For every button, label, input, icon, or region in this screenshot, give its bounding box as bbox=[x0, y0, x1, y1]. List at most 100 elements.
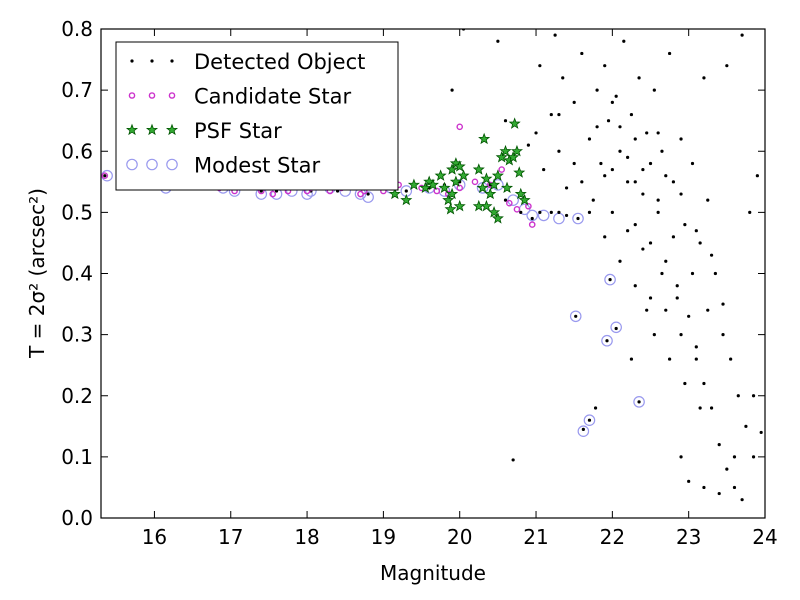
modest-star-point bbox=[604, 273, 616, 286]
modest-star-point bbox=[577, 425, 590, 438]
x-tick-label: 16 bbox=[142, 525, 167, 549]
modest-star-point bbox=[583, 414, 596, 426]
psf-star-point bbox=[518, 193, 531, 206]
detected-object-point bbox=[503, 119, 508, 123]
detected-object-point bbox=[557, 149, 561, 153]
detected-object-point bbox=[538, 64, 542, 68]
psf-star-point bbox=[491, 169, 504, 181]
y-tick-label: 0.6 bbox=[61, 139, 93, 163]
detected-object-point bbox=[530, 216, 534, 221]
detected-object-point bbox=[574, 314, 578, 318]
detected-object-point bbox=[698, 406, 702, 410]
psf-star-point bbox=[495, 151, 508, 163]
detected-object-point bbox=[519, 210, 523, 214]
detected-object-point bbox=[606, 119, 611, 123]
detected-object-point bbox=[603, 64, 607, 68]
psf-star-point bbox=[508, 117, 521, 129]
detected-object-point bbox=[671, 180, 676, 184]
legend-marker-psf-star bbox=[145, 123, 159, 136]
detected-object-point bbox=[610, 210, 614, 214]
x-tick-label: 20 bbox=[447, 525, 472, 549]
detected-object-point bbox=[702, 485, 706, 490]
psf-star-point bbox=[501, 181, 514, 194]
psf-star-point bbox=[510, 144, 523, 157]
psf-star-point bbox=[472, 199, 485, 212]
legend-label-detected-object: Detected Object bbox=[194, 50, 365, 74]
psf-star-point bbox=[488, 178, 501, 190]
detected-object-point bbox=[694, 345, 698, 349]
detected-object-point bbox=[610, 167, 614, 172]
detected-object-point bbox=[581, 427, 585, 431]
detected-object-point bbox=[690, 271, 695, 276]
candidate-star-point bbox=[101, 172, 109, 179]
detected-object-point bbox=[683, 223, 687, 227]
detected-object-point bbox=[564, 186, 569, 190]
detected-object-point bbox=[687, 479, 691, 483]
detected-object-point bbox=[679, 333, 683, 337]
detected-object-point bbox=[626, 229, 630, 233]
detected-object-point bbox=[702, 76, 706, 80]
detected-object-point bbox=[641, 167, 645, 172]
detected-object-point bbox=[694, 357, 698, 361]
detected-object-point bbox=[591, 198, 595, 202]
detected-object-point bbox=[580, 180, 584, 184]
detected-object-point bbox=[660, 271, 664, 276]
detected-object-point bbox=[675, 296, 679, 300]
candidate-star-point bbox=[506, 199, 513, 207]
detected-object-point bbox=[637, 400, 641, 404]
detected-object-point bbox=[721, 302, 725, 306]
detected-object-point bbox=[751, 455, 756, 459]
detected-object-point bbox=[713, 271, 717, 276]
detected-object-point bbox=[656, 210, 660, 214]
detected-object-point bbox=[629, 112, 634, 117]
detected-object-point bbox=[675, 284, 679, 288]
modest-star-point bbox=[572, 212, 584, 225]
detected-object-point bbox=[587, 418, 592, 422]
psf-star-point bbox=[444, 202, 457, 215]
detected-object-point bbox=[667, 357, 672, 361]
legend: Detected Object Candidate Star PSF Star Mod… bbox=[115, 41, 399, 191]
y-tick-label: 0.2 bbox=[61, 384, 93, 408]
psf-star-point bbox=[476, 181, 489, 194]
x-tick-label: 19 bbox=[371, 525, 396, 549]
detected-object-point bbox=[557, 112, 561, 117]
detected-object-point bbox=[740, 498, 744, 502]
detected-object-point bbox=[648, 296, 653, 300]
modest-star-point bbox=[537, 209, 550, 222]
psf-star-point bbox=[407, 178, 420, 190]
modest-star-point bbox=[601, 334, 613, 347]
detected-object-point bbox=[534, 131, 538, 135]
detected-object-point bbox=[671, 235, 676, 239]
detected-object-point bbox=[603, 174, 607, 178]
legend-marker-modest-star bbox=[146, 158, 158, 171]
detected-object-point bbox=[645, 131, 649, 135]
detected-object-point bbox=[664, 308, 668, 312]
detected-object-point bbox=[679, 192, 683, 196]
detected-object-point bbox=[561, 76, 565, 80]
detected-object-point bbox=[572, 100, 576, 104]
detected-object-point bbox=[618, 259, 622, 263]
y-tick-label: 0.8 bbox=[61, 17, 93, 41]
psf-star-point bbox=[434, 169, 447, 181]
candidate-star-point bbox=[471, 178, 479, 186]
detected-object-point bbox=[652, 333, 656, 337]
detected-object-point bbox=[503, 198, 508, 202]
detected-object-point bbox=[496, 39, 500, 43]
x-tick-label: 21 bbox=[523, 525, 548, 549]
detected-object-point bbox=[605, 339, 609, 343]
y-tick-label: 0.0 bbox=[61, 506, 93, 530]
y-axis-label: T = 2σ² (arcsec²) bbox=[25, 188, 49, 359]
candidate-star-point bbox=[456, 123, 464, 131]
psf-star-point bbox=[478, 132, 491, 145]
detected-object-point bbox=[736, 394, 740, 398]
detected-object-point bbox=[564, 213, 569, 218]
psf-star-point bbox=[426, 178, 440, 190]
psf-star-point bbox=[513, 166, 526, 178]
legend-marker-candidate-star bbox=[148, 92, 156, 99]
candidate-star-point bbox=[525, 202, 532, 210]
detected-object-point bbox=[511, 458, 515, 462]
modest-star-point bbox=[633, 396, 645, 408]
detected-object-point bbox=[610, 100, 614, 104]
detected-object-point bbox=[702, 381, 706, 386]
